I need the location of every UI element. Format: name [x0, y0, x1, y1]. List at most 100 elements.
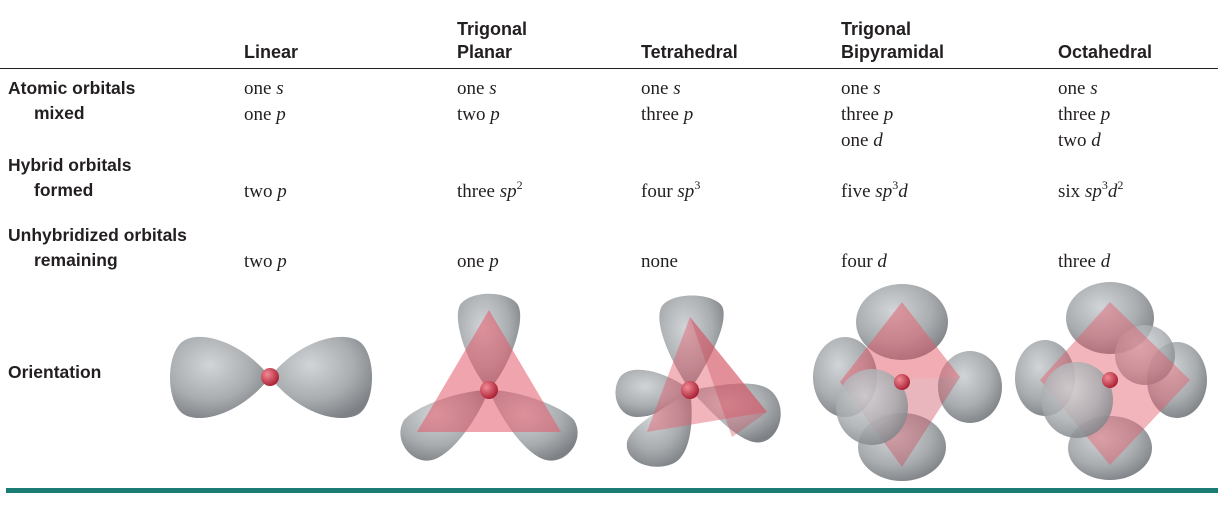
header-line2: Linear [244, 42, 299, 62]
cell-symbol: p [276, 104, 286, 125]
cell-word: one [457, 78, 485, 99]
atomic-cell-tetrahedral: one s three p [641, 76, 693, 128]
trigonal-plane [417, 310, 561, 432]
cell-symbol: p [277, 181, 287, 202]
unhybrid-cell-linear: two p [244, 249, 287, 275]
cell-symbol: p [490, 104, 500, 125]
hybrid-cell-linear: two p [244, 179, 287, 205]
cell-word: four [841, 251, 873, 272]
lobe-top [659, 295, 724, 390]
cell-word: three [1058, 251, 1096, 272]
header-line2: Octahedral [1058, 42, 1153, 62]
cell-word: one [457, 251, 485, 272]
cell-symbol: d [877, 251, 887, 272]
octahedral-orbital-diagram [1015, 282, 1207, 480]
cell-superscript: 3 [1101, 178, 1108, 192]
header-line1 [244, 18, 298, 41]
unhybrid-cell-trigonal-planar: one p [457, 249, 499, 275]
cell-symbol: s [1090, 78, 1098, 99]
cell-word: two [1058, 130, 1087, 151]
atomic-cell-octahedral: one s three p two d [1058, 76, 1110, 154]
cell-superscript: 3 [694, 178, 701, 192]
nucleus [681, 381, 699, 399]
cell-symbol: s [489, 78, 497, 99]
column-header-trigonal-bipyramidal: Trigonal Bipyramidal [841, 18, 944, 64]
row-label-line2: mixed [34, 103, 85, 123]
row-label-line1: Orientation [8, 362, 102, 382]
lobe-front [836, 369, 908, 445]
nucleus [894, 374, 910, 390]
trigonal-bipyramidal-orbital-diagram [813, 284, 1002, 481]
row-label-unhybridized-orbitals: Unhybridized orbitals remaining [8, 223, 187, 273]
cell-symbol: sp [875, 181, 893, 202]
unhybrid-cell-trigonal-bipyramidal: four d [841, 249, 887, 275]
lobe-back [1115, 325, 1175, 385]
header-line2: Planar [457, 42, 513, 62]
row-label-line1: Hybrid orbitals [8, 155, 132, 175]
cell-symbol: d [1091, 130, 1101, 151]
row-label-orientation: Orientation [8, 360, 101, 385]
cell-symbol: d [873, 130, 883, 151]
column-header-linear: Linear [244, 18, 298, 64]
hybrid-cell-octahedral: six sp3d2 [1058, 179, 1123, 205]
tetrahedral-face [647, 317, 767, 432]
cell-word: one [641, 78, 669, 99]
cell-symbol: d [1107, 181, 1118, 202]
lobe-front [1041, 362, 1113, 438]
header-line1: Trigonal [841, 19, 912, 39]
cell-word: four [641, 181, 673, 202]
tetrahedral-orbital-diagram [615, 295, 781, 467]
cell-symbol: sp [677, 181, 695, 202]
cell-superscript: 2 [516, 178, 523, 192]
header-line2: Tetrahedral [641, 42, 738, 62]
cell-symbol: d [1100, 251, 1111, 272]
cell-symbol: p [683, 104, 694, 125]
cell-word: two [244, 181, 273, 202]
cell-word: one [841, 130, 869, 151]
tetrahedral-face [690, 317, 767, 437]
row-label-atomic-orbitals: Atomic orbitals mixed [8, 76, 135, 126]
header-line1 [641, 18, 738, 41]
cell-word: one [244, 78, 272, 99]
lobe-left [170, 336, 270, 419]
row-label-line2: remaining [34, 250, 118, 270]
unhybrid-cell-octahedral: three d [1058, 249, 1110, 275]
header-line1 [1058, 18, 1152, 41]
cell-word: three [641, 104, 679, 125]
cell-symbol: p [489, 251, 499, 272]
cell-word: two [457, 104, 486, 125]
cell-superscript: 3 [892, 178, 899, 192]
lobe-bottom [626, 390, 692, 467]
row-label-line1: Unhybridized orbitals [8, 225, 187, 245]
cell-word: one [1058, 78, 1086, 99]
column-header-octahedral: Octahedral [1058, 18, 1152, 64]
hybrid-cell-trigonal-bipyramidal: five sp3d [841, 179, 908, 205]
row-label-line2: formed [34, 180, 94, 200]
column-header-trigonal-planar: Trigonal Planar [457, 18, 527, 64]
atomic-cell-trigonal-planar: one s two p [457, 76, 500, 128]
cell-word: six [1058, 181, 1081, 202]
lobe-right [938, 351, 1002, 423]
column-header-tetrahedral: Tetrahedral [641, 18, 738, 64]
cell-word: five [841, 181, 871, 202]
cell-superscript: 2 [1117, 178, 1124, 192]
cell-word: three [1058, 104, 1096, 125]
hybrid-cell-trigonal-planar: three sp2 [457, 179, 523, 205]
nucleus [480, 381, 498, 399]
cell-symbol: sp [499, 181, 517, 202]
cell-word: one [841, 78, 869, 99]
row-label-line1: Atomic orbitals [8, 78, 136, 98]
lobe-right [270, 336, 372, 419]
cell-symbol: d [898, 181, 908, 202]
cell-word: two [244, 251, 273, 272]
cell-symbol: sp [1084, 181, 1102, 202]
nucleus [1102, 372, 1118, 388]
nucleus [261, 368, 279, 386]
unhybrid-cell-tetrahedral: none [641, 249, 678, 275]
header-line2: Bipyramidal [841, 42, 945, 62]
lobe-right [690, 383, 781, 443]
footer-rule [6, 488, 1218, 493]
linear-orbital-diagram [170, 336, 372, 419]
cell-symbol: s [276, 78, 284, 99]
trigonal-planar-orbital-diagram [400, 293, 578, 461]
